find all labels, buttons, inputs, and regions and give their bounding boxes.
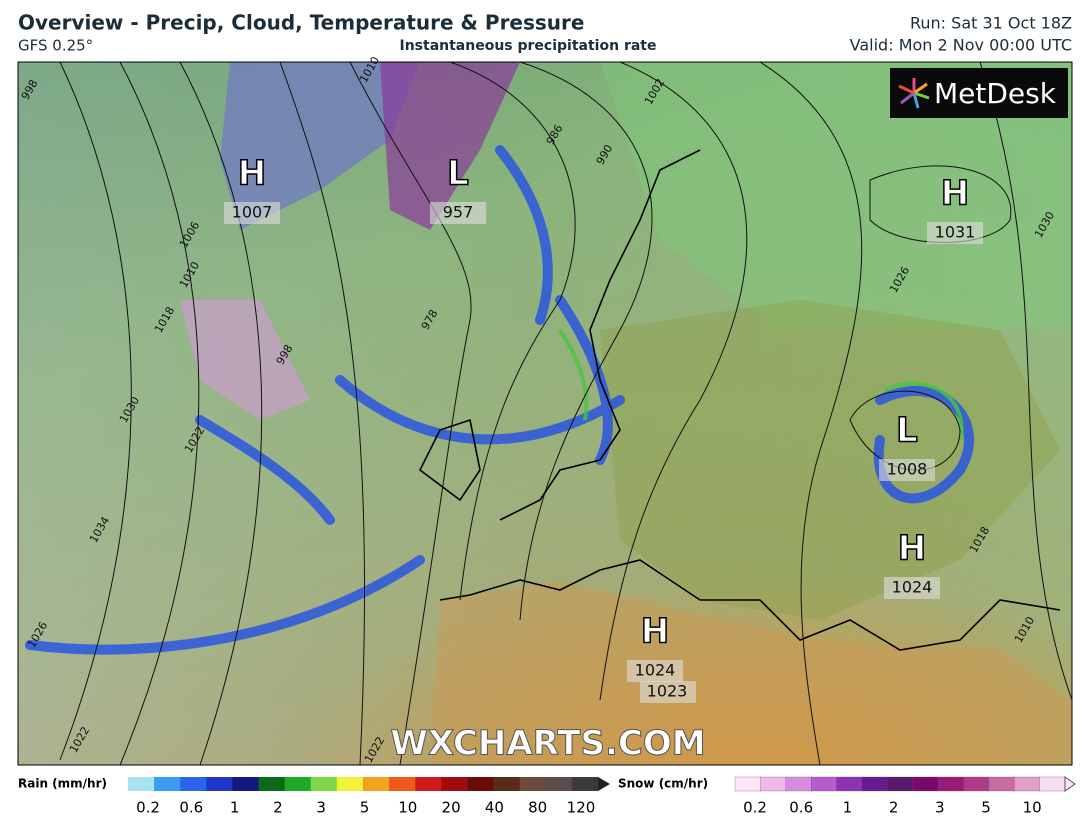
rain-tick-label: 2 bbox=[273, 799, 283, 817]
model: GFS 0.25° bbox=[18, 37, 93, 55]
color-swatch bbox=[760, 776, 787, 792]
rain-tick-label: 80 bbox=[528, 799, 547, 817]
rain-tick-label: 0.2 bbox=[136, 799, 160, 817]
color-swatch bbox=[519, 777, 547, 791]
pressure-symbol: H bbox=[898, 529, 926, 569]
pressure-value-box bbox=[927, 222, 983, 244]
pressure-value: 957 bbox=[443, 203, 474, 222]
rain-tick-label: 0.6 bbox=[179, 799, 203, 817]
color-swatch bbox=[284, 777, 312, 791]
pressure-value-box bbox=[884, 577, 940, 599]
pressure-value-box bbox=[430, 202, 486, 224]
colorbar-arrow bbox=[1064, 776, 1076, 792]
subtitle: Instantaneous precipitation rate bbox=[400, 38, 657, 54]
rain-tick-label: 20 bbox=[442, 799, 461, 817]
color-swatch bbox=[912, 776, 939, 792]
color-swatch bbox=[785, 776, 812, 792]
logo: MetDesk bbox=[934, 77, 1057, 110]
colorbar-arrow bbox=[598, 777, 610, 791]
pressure-value: 1024 bbox=[635, 661, 676, 680]
color-swatch bbox=[493, 777, 521, 791]
pressure-value: 1031 bbox=[935, 223, 976, 242]
watermark: WXCHARTS.COM bbox=[390, 724, 705, 764]
color-swatch bbox=[1039, 776, 1066, 792]
color-swatch bbox=[571, 777, 599, 791]
rain-tick-label: 1 bbox=[230, 799, 240, 817]
pressure-value: 1007 bbox=[232, 203, 273, 222]
color-swatch bbox=[258, 777, 286, 791]
pressure-value: 1008 bbox=[887, 460, 928, 479]
color-swatch bbox=[128, 777, 155, 791]
color-swatch bbox=[389, 777, 416, 791]
snow-tick-label: 3 bbox=[935, 799, 945, 817]
snow-tick-label: 0.6 bbox=[789, 799, 813, 817]
color-swatch bbox=[154, 777, 181, 791]
map bbox=[18, 62, 1072, 765]
color-swatch bbox=[937, 776, 965, 792]
title: Overview - Precip, Cloud, Temperature & … bbox=[18, 11, 584, 35]
snow-colorbar bbox=[734, 776, 1076, 792]
snow-tick-label: 10 bbox=[1023, 799, 1042, 817]
color-swatch bbox=[206, 777, 233, 791]
color-swatch bbox=[310, 777, 338, 791]
pressure-symbol: L bbox=[896, 411, 918, 451]
color-swatch bbox=[887, 776, 914, 792]
pressure-value-box bbox=[224, 202, 280, 224]
run: Run: Sat 31 Oct 18Z bbox=[910, 14, 1072, 33]
pressure-symbol: H bbox=[941, 174, 969, 214]
rain-tick-label: 40 bbox=[485, 799, 504, 817]
color-swatch bbox=[963, 776, 990, 792]
pressure-value: 1024 bbox=[892, 578, 933, 597]
pressure-symbol: H bbox=[238, 154, 266, 194]
color-swatch bbox=[441, 777, 468, 791]
color-swatch bbox=[836, 776, 863, 792]
color-swatch bbox=[734, 776, 762, 792]
rain-tick-label: 3 bbox=[316, 799, 326, 817]
color-swatch bbox=[1014, 776, 1041, 792]
snow-tick-label: 1 bbox=[843, 799, 853, 817]
color-swatch bbox=[336, 777, 364, 791]
logo-icon bbox=[898, 78, 930, 109]
pressure-value: 1023 bbox=[647, 682, 688, 701]
pressure-symbol: L bbox=[447, 154, 469, 194]
logo-box bbox=[890, 68, 1068, 118]
color-swatch bbox=[363, 777, 390, 791]
color-swatch bbox=[545, 777, 573, 791]
snow-tick-label: 5 bbox=[981, 799, 991, 817]
rain-colorbar bbox=[128, 777, 610, 791]
snow-label: Snow (cm/hr) bbox=[618, 777, 708, 791]
pressure-symbol: H bbox=[641, 612, 669, 652]
color-swatch bbox=[180, 777, 207, 791]
snow-tick-label: 0.2 bbox=[743, 799, 767, 817]
pressure-value-box bbox=[640, 681, 696, 703]
color-swatch bbox=[861, 776, 888, 792]
color-swatch bbox=[467, 777, 495, 791]
pressure-value-box bbox=[627, 660, 683, 682]
color-swatch bbox=[415, 777, 442, 791]
rain-tick-label: 10 bbox=[398, 799, 417, 817]
pressure-value-box bbox=[879, 459, 935, 481]
rain-label: Rain (mm/hr) bbox=[18, 777, 107, 791]
map-frame bbox=[17, 61, 1073, 766]
rain-tick-label: 120 bbox=[567, 799, 596, 817]
color-swatch bbox=[811, 776, 838, 792]
rain-tick-label: 5 bbox=[360, 799, 370, 817]
color-swatch bbox=[988, 776, 1015, 792]
color-swatch bbox=[232, 777, 260, 791]
snow-tick-label: 2 bbox=[889, 799, 899, 817]
valid: Valid: Mon 2 Nov 00:00 UTC bbox=[850, 36, 1072, 55]
